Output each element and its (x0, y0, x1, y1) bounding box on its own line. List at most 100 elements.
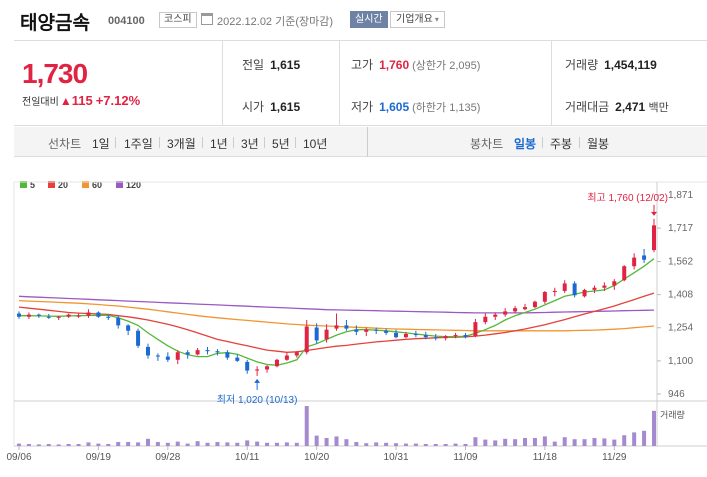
volume-bar (572, 439, 577, 446)
candlestick-chart[interactable]: 5 20 60 120 946 1,100 1,254 1,408 1,562 1,717 1,8… (0, 157, 707, 477)
legend-label-ma120: 120 (126, 180, 141, 190)
volume-bar (66, 444, 71, 446)
tab-divider (115, 137, 116, 148)
candle-body (26, 314, 31, 317)
candle-body (215, 351, 220, 353)
chart-period-tabs: 선차트 1일 1주일 3개월 1년 3년 5년 10년 봉차트 일봉 주봉 월봉 (14, 127, 707, 157)
stat-low: 저가 1,605 (하한가 1,135) (351, 98, 480, 115)
volume-bar (314, 435, 319, 446)
candle-body (185, 352, 190, 355)
candle-body (632, 257, 637, 267)
x-tick-label: 11/09 (453, 452, 478, 463)
candle-body (116, 317, 121, 326)
volume-bar (513, 439, 518, 446)
y-tick-label: 1,871 (668, 190, 693, 201)
volume-bar (473, 437, 478, 446)
candle-body (642, 255, 647, 260)
tab-divider (233, 137, 234, 148)
market-badge: 코스피 (159, 12, 197, 28)
tab-divider (264, 137, 265, 148)
volume-bar (185, 443, 190, 446)
stock-chart[interactable]: 5 20 60 120 946 1,100 1,254 1,408 1,562 1,717 1,8… (0, 157, 707, 477)
tab-monthly[interactable]: 월봉 (587, 137, 610, 151)
tab-weekly[interactable]: 주봉 (550, 137, 573, 151)
candle-body (552, 290, 557, 293)
volume-bar (344, 439, 349, 446)
company-overview-dropdown[interactable]: 기업개요 ▾ (390, 11, 445, 28)
volume-bar (562, 437, 567, 446)
change-label: 전일대비 (22, 97, 59, 108)
legend-swatch-ma20 (48, 181, 55, 188)
tab-daily[interactable]: 일봉 (514, 137, 537, 151)
tab-1w[interactable]: 1주일 (124, 137, 153, 151)
candle-chart-label: 봉차트 (470, 137, 504, 151)
volume-bar (274, 442, 279, 446)
volume-bar (145, 438, 150, 446)
candle-body (155, 355, 160, 357)
tab-10y[interactable]: 10년 (303, 137, 328, 151)
volume-bar (642, 430, 647, 446)
change-percent: +7.12% (95, 93, 141, 108)
tab-1y[interactable]: 1년 (210, 137, 228, 151)
candle-body (433, 337, 438, 339)
volume-bar (205, 442, 210, 446)
candle-body (304, 326, 309, 353)
volume-bar (413, 443, 418, 446)
volume-bar (26, 444, 31, 446)
stat-label: 거래량 (565, 58, 599, 72)
reference-date: 2022.12.02 기준(장마감) (217, 16, 334, 28)
tab-divider (159, 137, 160, 148)
volume-bar (165, 442, 170, 446)
volume-bar (255, 441, 260, 446)
stat-value: 1,615 (270, 100, 301, 114)
candle-body (294, 352, 299, 356)
realtime-button[interactable]: 실시간 (350, 11, 388, 28)
candle-body (542, 292, 547, 302)
candle-body (513, 308, 518, 312)
tab-3m[interactable]: 3개월 (167, 137, 196, 151)
candle-body (413, 333, 418, 336)
y-tick-label: 1,254 (668, 323, 693, 334)
stock-header: 태양금속 004100 코스피 2022.12.02 기준(장마감) 실시간 기… (0, 0, 707, 38)
candle-body (225, 352, 230, 358)
volume-bar (175, 441, 180, 446)
volume-bar (215, 442, 220, 446)
tab-3y[interactable]: 3년 (241, 137, 259, 151)
volume-label: 거래량 (660, 409, 685, 420)
volume-bar (532, 438, 537, 446)
candle-body (96, 312, 101, 317)
tab-1d[interactable]: 1일 (92, 137, 110, 151)
ma120-line (18, 295, 655, 314)
candle-body (652, 225, 656, 251)
volume-bar (463, 444, 468, 446)
volume-bar (582, 439, 587, 446)
candles (17, 218, 656, 376)
upper-limit: (상한가 2,095) (412, 60, 481, 72)
tab-5y[interactable]: 5년 (272, 137, 290, 151)
candle-body (532, 301, 537, 308)
volume-bar (483, 439, 488, 446)
stock-name: 태양금속 (20, 13, 90, 34)
volume-bar (284, 442, 289, 446)
candle-body (562, 283, 567, 291)
candle-body (523, 307, 528, 310)
change-amount: 115 (71, 93, 93, 108)
volume-bar (96, 443, 101, 446)
volume-bar (36, 444, 41, 446)
volume-bar (443, 444, 448, 446)
volume-bar (612, 439, 617, 446)
stat-volume: 거래량 1,454,119 (565, 56, 657, 73)
volume-bars: 거래량 (17, 406, 685, 446)
volume-bar (155, 442, 160, 446)
volume-bar (652, 410, 656, 446)
down-arrow-icon (651, 211, 657, 216)
candle-body (503, 311, 508, 315)
chart-legend: 5 20 60 120 (20, 180, 141, 190)
company-overview-label: 기업개요 (396, 14, 433, 25)
volume-bar (304, 406, 309, 446)
volume-bar (126, 442, 131, 446)
stat-value: 1,615 (270, 58, 301, 72)
y-axis: 946 1,100 1,254 1,408 1,562 1,717 1,871 (657, 190, 693, 400)
volume-bar (542, 436, 547, 446)
ma5-line (19, 258, 655, 366)
